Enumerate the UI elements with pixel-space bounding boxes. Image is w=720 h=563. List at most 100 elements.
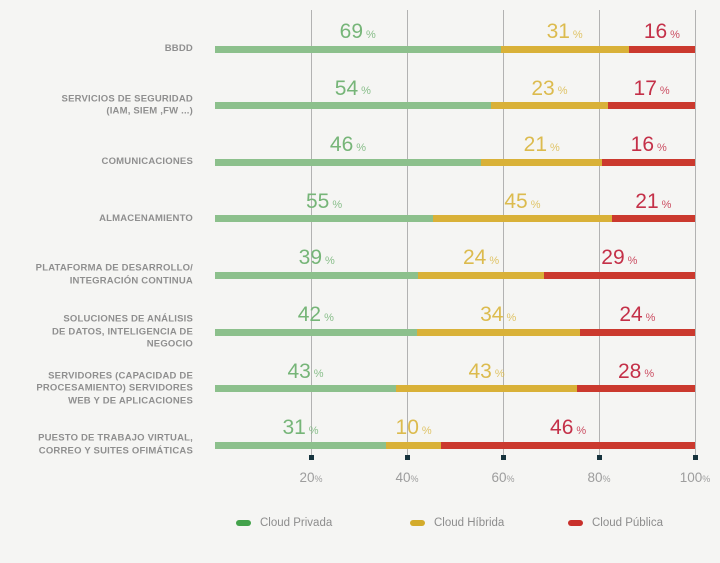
bar-row-3: ALMACENAMIENTO 55% 45% 21% xyxy=(0,190,720,247)
axis-tick-number: 80 xyxy=(587,470,603,485)
category-label-line: PUESTO DE TRABAJO VIRTUAL, xyxy=(38,432,193,444)
category-label-line: NEGOCIO xyxy=(146,338,193,350)
bar-segment-cloud-pública xyxy=(611,215,695,223)
bar-segment-cloud-pública xyxy=(441,441,695,449)
value-percent-sign: % xyxy=(421,425,432,437)
value-label-cloud-privada: 39% xyxy=(299,242,335,268)
legend-item-cloud-publica: Cloud Pública xyxy=(568,513,663,533)
category-label-line: ALMACENAMIENTO xyxy=(99,212,193,224)
value-number: 31 xyxy=(282,416,306,440)
legend-item-cloud-hibrida: Cloud Híbrida xyxy=(410,513,504,533)
value-number: 42 xyxy=(297,303,322,326)
legend-label-cloud-privada: Cloud Privada xyxy=(260,517,333,529)
value-percent-sign: % xyxy=(308,425,319,437)
cloud-publica-swatch-icon xyxy=(568,520,583,526)
grid-line-40 xyxy=(406,10,408,460)
bar-segment-cloud-híbrida xyxy=(490,102,609,110)
value-percent-sign: % xyxy=(576,425,587,437)
axis-tick-square-100 xyxy=(692,455,698,460)
category-label: SOLUCIONES DE ANÁLISIS DE DATOS, INTELIGE… xyxy=(0,313,193,351)
value-label-cloud-privada: 42% xyxy=(298,299,334,325)
value-label-cloud-pública: 16% xyxy=(631,129,667,155)
cloud-hibrida-swatch-icon xyxy=(410,520,425,526)
bar-segment-cloud-pública xyxy=(579,328,695,336)
stacked-bar xyxy=(215,385,695,393)
axis-tick-percent-sign: % xyxy=(702,474,711,484)
axis-tick-square-60 xyxy=(500,455,506,460)
axis-tick-label-20: 20% xyxy=(299,469,322,487)
axis-tick-square-80 xyxy=(596,455,602,460)
bar-row-5: SOLUCIONES DE ANÁLISIS DE DATOS, INTELIGE… xyxy=(0,303,720,360)
axis-tick-label-80: 80% xyxy=(587,469,610,487)
bar-segment-cloud-pública xyxy=(608,102,695,110)
bar-segment-cloud-privada xyxy=(215,45,501,53)
axis-tick-number: 40 xyxy=(395,470,411,485)
value-number: 31 xyxy=(546,20,570,43)
value-number: 24 xyxy=(463,246,487,270)
value-label-cloud-privada: 31% xyxy=(282,412,318,438)
category-label-line: SERVICIOS DE SEGURIDAD xyxy=(61,93,193,105)
category-label-line: (IAM, SIEM ,FW ...) xyxy=(106,105,193,117)
axis-tick-number: 20 xyxy=(299,470,315,485)
value-percent-sign: % xyxy=(361,85,371,98)
value-percent-sign: % xyxy=(494,368,505,381)
category-label: SERVICIOS DE SEGURIDAD (IAM, SIEM ,FW ...… xyxy=(0,93,193,118)
value-number: 16 xyxy=(643,20,668,43)
bar-segment-cloud-privada xyxy=(215,215,434,223)
axis-tick-number: 100 xyxy=(679,470,703,485)
bar-row-7: PUESTO DE TRABAJO VIRTUAL, CORREO Y SUITE… xyxy=(0,416,720,473)
value-label-cloud-privada: 54% xyxy=(335,73,371,99)
bar-segment-cloud-híbrida xyxy=(386,441,442,449)
value-percent-sign: % xyxy=(557,85,568,98)
value-number: 21 xyxy=(523,133,548,157)
legend-label-cloud-publica: Cloud Pública xyxy=(592,517,663,529)
bar-segment-cloud-privada xyxy=(215,271,419,279)
value-percent-sign: % xyxy=(550,142,560,154)
value-percent-sign: % xyxy=(627,255,638,268)
value-label-cloud-híbrida: 10% xyxy=(396,412,432,438)
value-label-cloud-pública: 28% xyxy=(618,356,654,382)
value-label-cloud-privada: 55% xyxy=(306,186,342,212)
stacked-bar xyxy=(215,328,695,336)
value-label-cloud-pública: 21% xyxy=(635,186,671,212)
axis-tick-percent-sign: % xyxy=(506,474,515,484)
axis-tick-square-20 xyxy=(308,455,314,460)
value-percent-sign: % xyxy=(324,311,334,324)
value-label-cloud-híbrida: 43% xyxy=(469,356,505,382)
category-label-line: WEB Y DE APLICACIONES xyxy=(68,394,193,406)
bar-segment-cloud-privada xyxy=(215,158,482,166)
value-number: 39 xyxy=(298,246,323,270)
value-number: 55 xyxy=(306,189,330,213)
value-percent-sign: % xyxy=(645,311,656,324)
value-label-cloud-híbrida: 24% xyxy=(463,242,499,268)
value-percent-sign: % xyxy=(366,28,376,41)
bar-segment-cloud-pública xyxy=(577,385,695,393)
bar-row-4: PLATAFORMA DE DESARROLLO/INTEGRACIÓN CON… xyxy=(0,246,720,303)
category-label-line: SERVIDORES (CAPACIDAD DE xyxy=(48,369,193,381)
axis-tick-square-40 xyxy=(404,455,410,460)
axis-tick-percent-sign: % xyxy=(314,474,323,484)
bar-row-0: BBDD 69% 31% 16% xyxy=(0,20,720,77)
value-percent-sign: % xyxy=(670,28,680,41)
value-number: 23 xyxy=(531,76,555,100)
value-percent-sign: % xyxy=(572,28,583,41)
value-number: 34 xyxy=(480,303,504,326)
value-number: 21 xyxy=(635,189,659,213)
value-percent-sign: % xyxy=(661,198,672,211)
category-label: ALMACENAMIENTO xyxy=(0,213,193,226)
bar-segment-cloud-híbrida xyxy=(481,158,603,166)
value-label-cloud-pública: 24% xyxy=(619,299,655,325)
category-label-line: BBDD xyxy=(164,42,193,54)
value-number: 46 xyxy=(329,133,354,157)
bar-segment-cloud-híbrida xyxy=(418,271,544,279)
stacked-bar xyxy=(215,158,695,166)
category-label-line: INTEGRACIÓN CONTINUA xyxy=(69,275,193,287)
stacked-bar xyxy=(215,102,695,110)
cloud-privada-swatch-icon xyxy=(236,520,251,526)
value-number: 17 xyxy=(633,76,657,100)
value-number: 43 xyxy=(287,359,311,383)
value-label-cloud-híbrida: 31% xyxy=(547,16,583,42)
value-number: 46 xyxy=(550,416,574,440)
value-number: 24 xyxy=(619,303,643,326)
